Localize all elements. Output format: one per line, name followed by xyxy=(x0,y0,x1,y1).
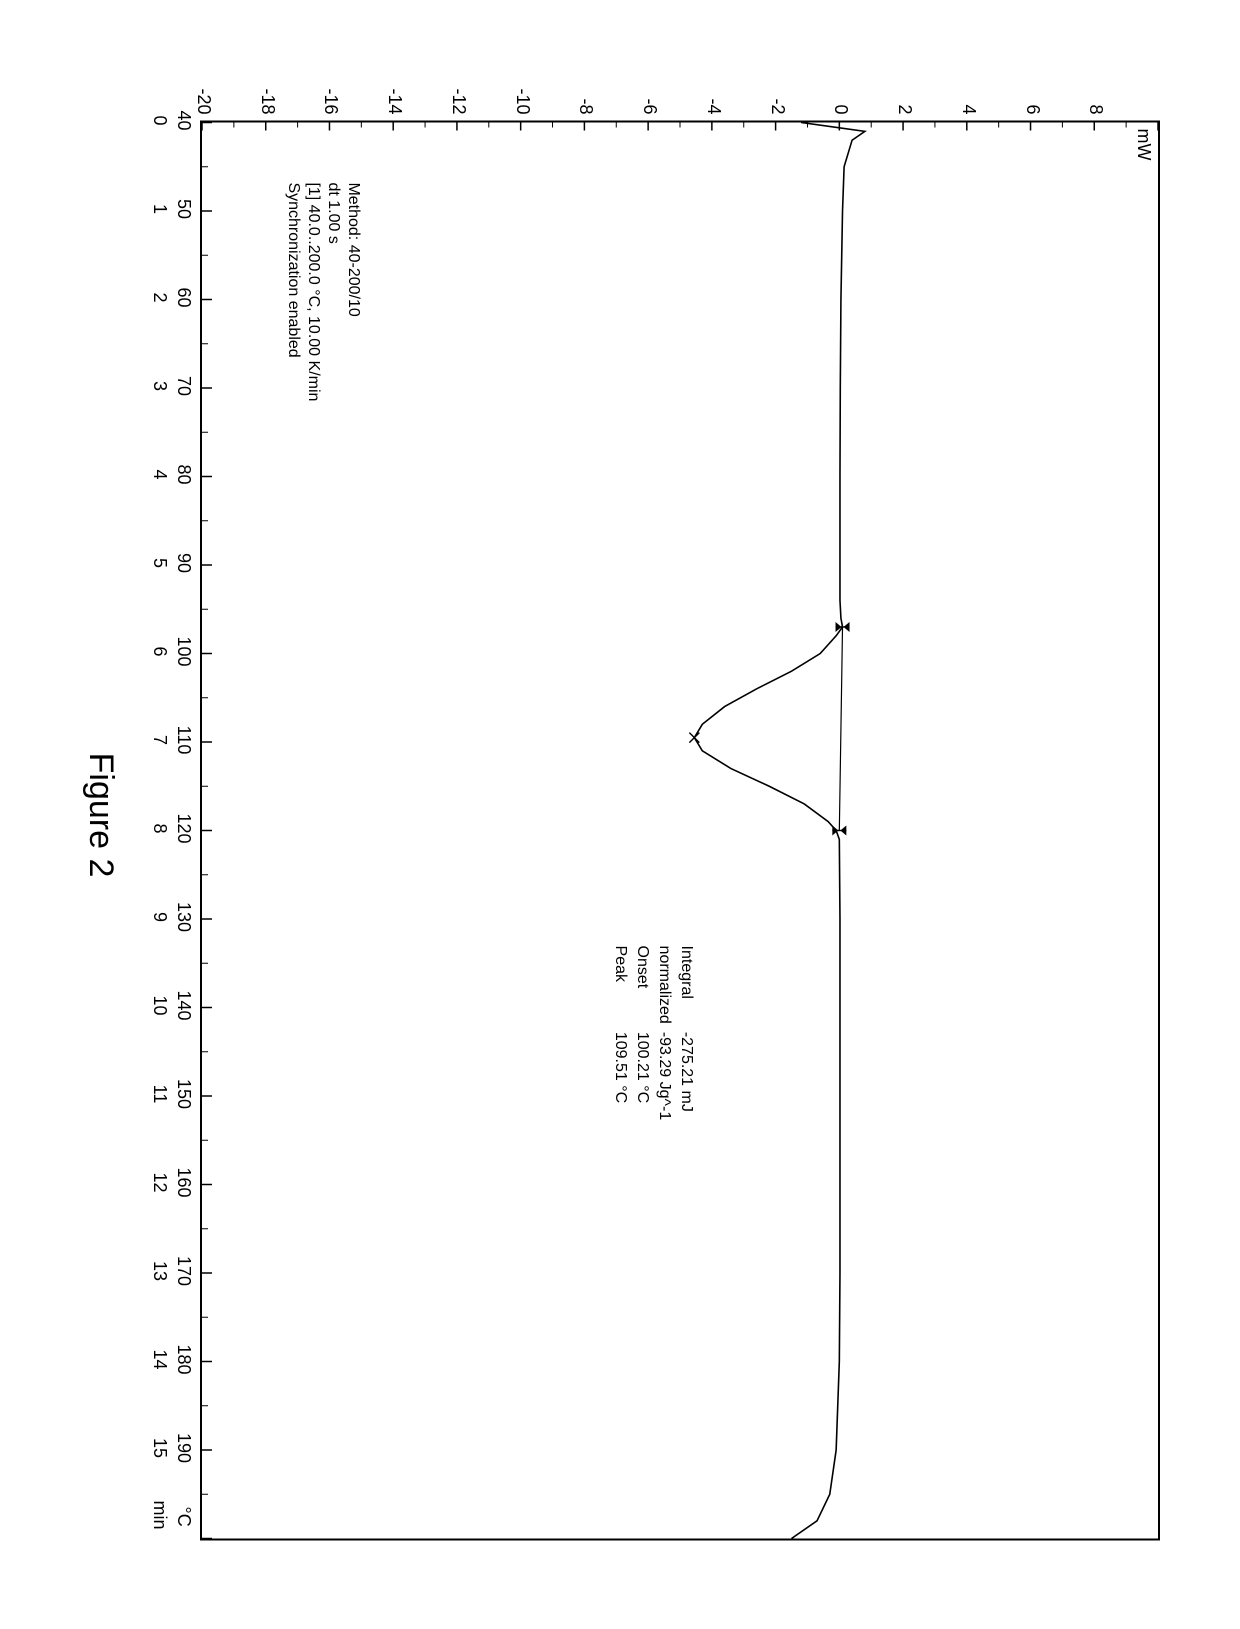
figure-caption: Figure 2 xyxy=(81,752,120,877)
x-bot-tick-label: 6 xyxy=(149,631,170,671)
y-tick-label: 4 xyxy=(958,54,979,114)
x-bot-tick-label: 15 xyxy=(149,1428,170,1468)
method-line: Synchronization enabled xyxy=(283,182,303,401)
page: mW 86420-2-4-6-8-10-12-14-16-18-20 40506… xyxy=(0,0,1240,1629)
x-axis-bot-unit-label: min xyxy=(149,1500,170,1529)
y-tick-label: 0 xyxy=(830,54,851,114)
x-bot-tick-label: 4 xyxy=(149,454,170,494)
x-bot-tick-label: 14 xyxy=(149,1339,170,1379)
x-top-tick-label: 70 xyxy=(173,366,194,406)
x-bot-tick-label: 13 xyxy=(149,1251,170,1291)
method-line: [1] 40.0..200.0 °C, 10.00 K/min xyxy=(303,182,323,401)
x-top-tick-label: 40 xyxy=(173,100,194,140)
y-tick-label: -4 xyxy=(703,54,724,114)
x-bot-tick-label: 9 xyxy=(149,897,170,937)
y-tick-label: -2 xyxy=(767,54,788,114)
peak-annotation: Integral-275.21 mJnormalized-93.29 Jg^-1… xyxy=(608,943,698,1128)
peak-label: Onset xyxy=(632,945,652,1029)
peak-label: normalized xyxy=(654,945,674,1029)
y-tick-label: -10 xyxy=(512,54,533,114)
x-top-tick-label: 140 xyxy=(173,985,194,1025)
method-line: dt 1.00 s xyxy=(323,182,343,401)
y-tick-label: 6 xyxy=(1022,54,1043,114)
peak-value: 109.51 °C xyxy=(610,1031,630,1125)
y-tick-label: -12 xyxy=(448,54,469,114)
x-top-tick-label: 190 xyxy=(173,1428,194,1468)
x-top-tick-label: 180 xyxy=(173,1339,194,1379)
x-bot-tick-label: 11 xyxy=(149,1074,170,1114)
peak-label: Peak xyxy=(610,945,630,1029)
x-bot-tick-label: 8 xyxy=(149,808,170,848)
x-bot-tick-label: 2 xyxy=(149,277,170,317)
peak-value: 100.21 °C xyxy=(632,1031,652,1125)
x-bot-tick-label: 10 xyxy=(149,985,170,1025)
peak-value: -93.29 Jg^-1 xyxy=(654,1031,674,1125)
y-tick-label: 2 xyxy=(894,54,915,114)
x-top-tick-label: 130 xyxy=(173,897,194,937)
x-bot-tick-label: 7 xyxy=(149,720,170,760)
peak-table: Integral-275.21 mJnormalized-93.29 Jg^-1… xyxy=(608,943,698,1128)
y-tick-label: -8 xyxy=(575,54,596,114)
y-tick-label: -16 xyxy=(320,54,341,114)
x-top-tick-label: 170 xyxy=(173,1251,194,1291)
y-tick-label: 8 xyxy=(1085,54,1106,114)
x-bot-tick-label: 12 xyxy=(149,1162,170,1202)
x-bot-tick-label: 0 xyxy=(149,100,170,140)
y-tick-label: -18 xyxy=(257,54,278,114)
y-tick-label: -20 xyxy=(193,54,214,114)
method-line: Method: 40-200/10 xyxy=(343,182,363,401)
x-bot-tick-label: 3 xyxy=(149,366,170,406)
x-top-tick-label: 100 xyxy=(173,631,194,671)
x-top-tick-label: 90 xyxy=(173,543,194,583)
x-axis-top-unit-label: °C xyxy=(173,1506,194,1526)
method-annotation: Method: 40-200/10dt 1.00 s[1] 40.0..200.… xyxy=(283,182,363,401)
x-top-tick-label: 150 xyxy=(173,1074,194,1114)
x-top-tick-label: 120 xyxy=(173,808,194,848)
x-bot-tick-label: 1 xyxy=(149,189,170,229)
peak-value: -275.21 mJ xyxy=(676,1031,696,1125)
x-top-tick-label: 160 xyxy=(173,1162,194,1202)
x-bot-tick-label: 5 xyxy=(149,543,170,583)
rotated-canvas: mW 86420-2-4-6-8-10-12-14-16-18-20 40506… xyxy=(0,0,1240,1629)
y-tick-label: -14 xyxy=(384,54,405,114)
x-top-tick-label: 50 xyxy=(173,189,194,229)
peak-label: Integral xyxy=(676,945,696,1029)
y-tick-label: -6 xyxy=(639,54,660,114)
x-top-tick-label: 110 xyxy=(173,720,194,760)
x-top-tick-label: 80 xyxy=(173,454,194,494)
x-top-tick-label: 60 xyxy=(173,277,194,317)
